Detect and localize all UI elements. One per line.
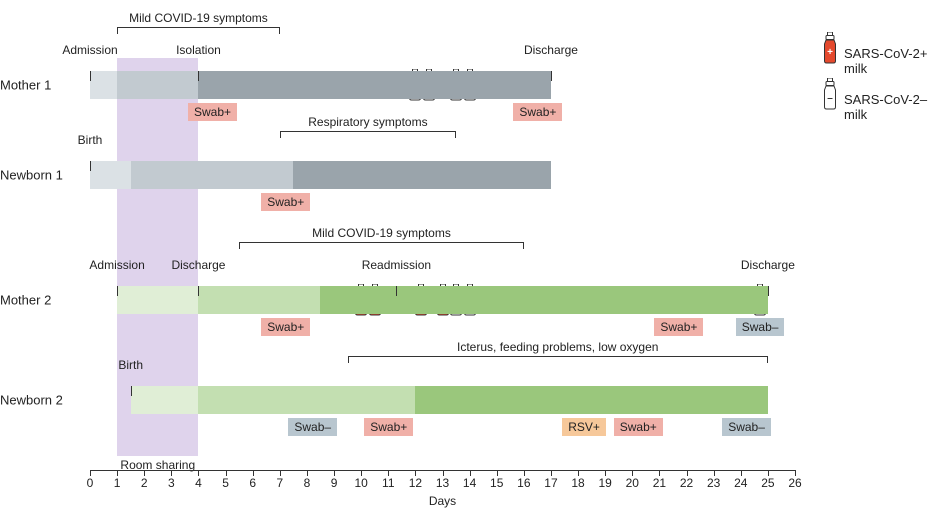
bar-mother2 xyxy=(320,286,767,314)
event-label: Admission xyxy=(89,258,144,272)
event-tick xyxy=(396,286,397,296)
event-label: Admission xyxy=(62,43,117,57)
x-tick-label: 5 xyxy=(222,476,229,490)
bar-newborn1 xyxy=(131,161,294,189)
x-tick-label: 11 xyxy=(382,476,394,490)
timeline-chart: Room sharingMother 1AdmissionIsolationDi… xyxy=(0,0,941,513)
event-tick xyxy=(198,71,199,81)
x-tick-label: 22 xyxy=(680,476,693,490)
tag-swab_pos: Swab+ xyxy=(364,418,413,436)
bar-newborn1 xyxy=(90,161,131,189)
event-label: Discharge xyxy=(171,258,225,272)
bar-mother2 xyxy=(198,286,320,314)
x-tick-label: 4 xyxy=(195,476,202,490)
tag-swab_pos: Swab+ xyxy=(513,103,562,121)
tag-swab_pos: Swab+ xyxy=(614,418,663,436)
bracket xyxy=(239,242,524,249)
bracket xyxy=(348,356,768,363)
tag-swab_neg: Swab– xyxy=(736,318,785,336)
x-tick-label: 20 xyxy=(626,476,639,490)
legend-label: SARS-CoV-2+ milk xyxy=(844,46,941,76)
event-tick xyxy=(768,286,769,296)
bracket xyxy=(280,131,456,138)
bar-newborn1 xyxy=(293,161,551,189)
x-tick-label: 9 xyxy=(331,476,338,490)
bar-mother2 xyxy=(117,286,198,314)
bracket-label: Icterus, feeding problems, low oxygen xyxy=(457,340,658,354)
bracket-label: Mild COVID-19 symptoms xyxy=(312,226,451,240)
bar-mother1 xyxy=(198,71,551,99)
event-tick xyxy=(198,286,199,296)
svg-text:+: + xyxy=(827,47,833,58)
event-tick xyxy=(551,71,552,81)
x-tick-label: 0 xyxy=(87,476,94,490)
event-tick xyxy=(90,161,91,171)
x-tick-label: 17 xyxy=(544,476,557,490)
event-label: Birth xyxy=(118,358,143,372)
bar-newborn2 xyxy=(131,386,199,414)
x-tick-label: 1 xyxy=(114,476,121,490)
x-tick-label: 6 xyxy=(249,476,256,490)
x-tick-label: 7 xyxy=(276,476,283,490)
event-label: Birth xyxy=(78,133,103,147)
svg-text:–: – xyxy=(827,93,833,104)
x-tick-label: 19 xyxy=(599,476,612,490)
tag-swab_pos: Swab+ xyxy=(261,318,310,336)
bar-mother1 xyxy=(117,71,198,99)
x-tick-label: 26 xyxy=(788,476,801,490)
legend-label: SARS-CoV-2– milk xyxy=(844,92,941,122)
bottle-negative-icon: – xyxy=(823,78,837,110)
event-label: Readmission xyxy=(362,258,431,272)
tag-swab_pos: Swab+ xyxy=(261,193,310,211)
tag-swab_pos: Swab+ xyxy=(654,318,703,336)
x-tick-label: 23 xyxy=(707,476,720,490)
tag-swab_neg: Swab– xyxy=(288,418,337,436)
x-tick-label: 10 xyxy=(354,476,367,490)
x-tick-label: 13 xyxy=(436,476,449,490)
event-label: Discharge xyxy=(524,43,578,57)
event-tick xyxy=(131,386,132,396)
x-tick-label: 15 xyxy=(490,476,503,490)
bar-newborn2 xyxy=(198,386,415,414)
x-tick-label: 3 xyxy=(168,476,175,490)
x-axis-label: Days xyxy=(423,494,463,508)
x-tick-label: 24 xyxy=(734,476,747,490)
bottle-positive-icon: + xyxy=(823,32,837,64)
x-tick-label: 2 xyxy=(141,476,148,490)
row-label-newborn2: Newborn 2 xyxy=(0,393,63,408)
bracket-label: Respiratory symptoms xyxy=(308,115,427,129)
x-tick-label: 16 xyxy=(517,476,530,490)
x-tick-label: 25 xyxy=(761,476,774,490)
bar-newborn2 xyxy=(415,386,768,414)
x-tick-label: 12 xyxy=(409,476,422,490)
tag-swab_neg: Swab– xyxy=(722,418,771,436)
event-tick xyxy=(117,286,118,296)
event-label: Isolation xyxy=(176,43,221,57)
x-tick-label: 8 xyxy=(304,476,311,490)
x-tick-label: 18 xyxy=(571,476,584,490)
row-label-mother1: Mother 1 xyxy=(0,78,51,93)
tag-swab_pos: Swab+ xyxy=(188,103,237,121)
bracket xyxy=(117,27,280,34)
row-label-mother2: Mother 2 xyxy=(0,293,51,308)
x-tick-label: 14 xyxy=(463,476,476,490)
bar-mother1 xyxy=(90,71,117,99)
x-tick-label: 21 xyxy=(653,476,666,490)
event-tick xyxy=(90,71,91,81)
event-label: Discharge xyxy=(741,258,795,272)
tag-rsv: RSV+ xyxy=(562,418,606,436)
row-label-newborn1: Newborn 1 xyxy=(0,168,63,183)
bracket-label: Mild COVID-19 symptoms xyxy=(129,11,268,25)
